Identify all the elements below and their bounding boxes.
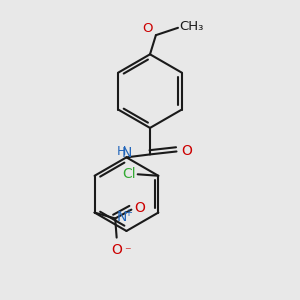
Text: N: N [117,210,127,224]
Text: Cl: Cl [123,167,136,181]
Text: O: O [134,201,145,215]
Text: +: + [124,208,132,218]
Text: O: O [142,22,153,34]
Text: N: N [122,146,132,160]
Text: ⁻: ⁻ [124,245,130,258]
Text: O: O [181,145,192,158]
Text: CH₃: CH₃ [179,20,204,33]
Text: H: H [117,145,126,158]
Text: O: O [111,243,122,257]
